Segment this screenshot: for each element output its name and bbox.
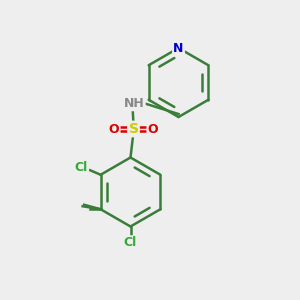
Text: O: O [148, 122, 158, 136]
Text: O: O [109, 122, 119, 136]
Text: Cl: Cl [74, 161, 88, 174]
Text: Cl: Cl [124, 236, 137, 250]
Text: NH: NH [124, 97, 145, 110]
Text: S: S [128, 122, 139, 136]
Text: N: N [173, 41, 184, 55]
